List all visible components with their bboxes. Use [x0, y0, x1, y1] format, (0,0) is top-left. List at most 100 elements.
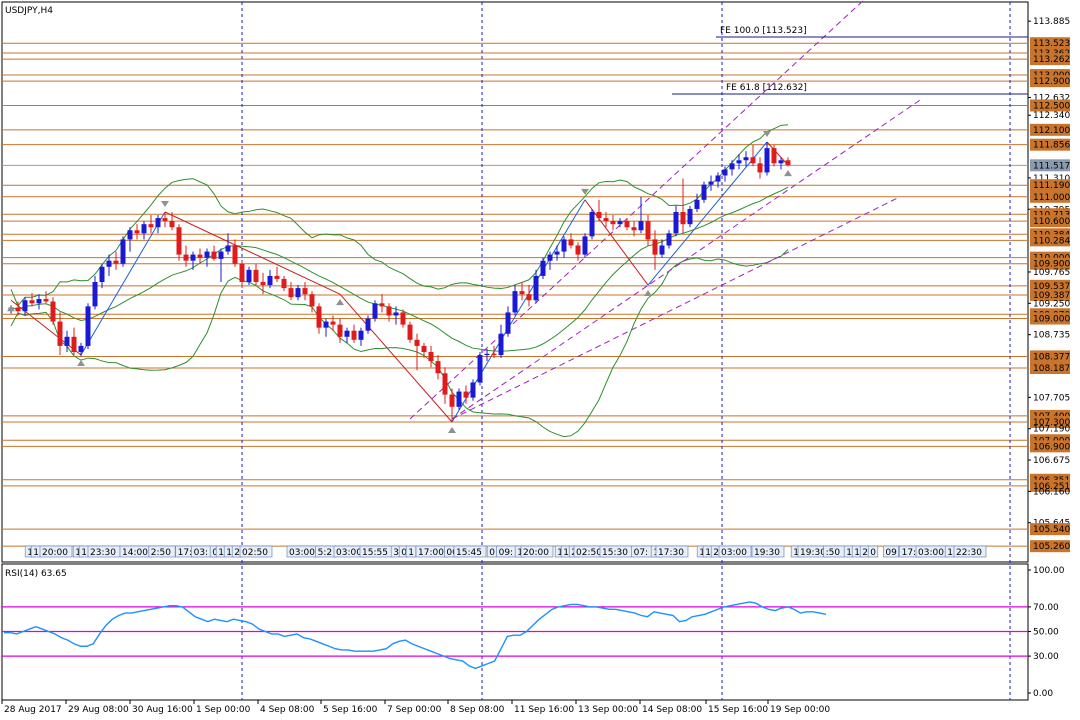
price-axis-label: 113.523: [1033, 39, 1070, 49]
session-tag: [718, 545, 752, 558]
session-tag-label: 22:30: [956, 548, 982, 558]
session-tag-label: 1: [793, 548, 799, 558]
session-tag-label: 00: [446, 548, 458, 558]
session-tag-label: 17:30: [658, 548, 684, 558]
candle-body: [568, 239, 574, 246]
candle-body: [386, 306, 392, 316]
session-tag-label: 03:00: [918, 548, 944, 558]
candle-body: [78, 345, 84, 352]
session-tag-label: 2: [713, 548, 719, 558]
price-axis-label: 109.000: [1033, 315, 1070, 325]
candle-body: [99, 266, 105, 282]
price-tag-box: [1030, 312, 1070, 325]
candle-body: [43, 299, 49, 302]
time-axis-label: 28 Aug 2017: [4, 705, 62, 715]
price-axis-label: 107.300: [1033, 418, 1070, 428]
horizontal-levels: [2, 42, 1028, 547]
bollinger-upper: [10, 124, 789, 307]
zigzag-segment: [647, 141, 768, 286]
fractal-arrow: [7, 305, 15, 312]
candle-body: [491, 353, 497, 356]
price-tag-box: [1030, 37, 1070, 50]
time-axis-label: 15 Sep 16:00: [708, 705, 768, 715]
rsi-axis-label: 0.00: [1033, 689, 1053, 699]
price-axis-label: 109.250: [1033, 299, 1070, 309]
bollinger-middle: [10, 186, 789, 352]
session-tag-label: 0: [212, 548, 218, 558]
candle-body: [267, 275, 273, 286]
candle-body: [64, 336, 70, 346]
period-separators: [241, 2, 1011, 700]
session-tag: [520, 545, 554, 558]
candle-body: [225, 245, 231, 252]
session-tag-label: 1: [699, 548, 705, 558]
candle-body: [169, 221, 175, 228]
candle-body: [183, 254, 189, 261]
price-axis-label: 109.537: [1033, 282, 1070, 292]
session-tag-label: 5:2: [318, 548, 332, 558]
candle-body: [281, 278, 287, 289]
session-tag-label: 09:: [499, 548, 513, 558]
price-axis-label: 110.284: [1033, 236, 1070, 246]
candle-body: [190, 254, 196, 261]
session-tag-label: 17:: [178, 548, 192, 558]
session-tag-label: 03:00: [289, 548, 315, 558]
price-axis-label: 112.100: [1033, 126, 1070, 136]
session-tag-label: 02:50: [242, 548, 268, 558]
candle-body: [463, 391, 469, 398]
rsi-axis-label: 50.00: [1033, 628, 1059, 638]
price-axis-label: 106.251: [1033, 482, 1070, 492]
time-axis-label: 7 Sep 00:00: [387, 705, 442, 715]
candle-body: [449, 394, 455, 407]
price-axis-label: 108.187: [1033, 364, 1070, 374]
price-tag-box: [1030, 416, 1070, 428]
time-axis: 28 Aug 2017 29 Aug 08:00 30 Aug 16:00 1 Sep…: [1, 700, 830, 715]
price-tag-box: [1030, 159, 1070, 172]
session-tag-label: 17:00: [418, 548, 444, 558]
channel-lower: [451, 196, 901, 420]
session-tag-label: 1: [947, 548, 953, 558]
candle-body: [407, 324, 413, 340]
candle-body: [302, 288, 308, 295]
candle-body: [757, 163, 763, 173]
candle-body: [316, 306, 322, 328]
candle-body: [596, 212, 602, 219]
candle-body: [778, 160, 784, 164]
session-tag-label: 1: [27, 548, 33, 558]
session-tag-label: 3: [393, 548, 399, 558]
candle-body: [638, 221, 644, 231]
time-axis-label: 11 Sep 16:00: [514, 705, 574, 715]
candle-body: [323, 321, 329, 328]
session-tag-label: 1: [846, 548, 852, 558]
candle-body: [155, 218, 161, 228]
price-axis-label: 106.900: [1033, 442, 1070, 452]
candle-body: [652, 239, 658, 255]
price-tag-box: [1030, 99, 1070, 112]
candle-body: [624, 221, 630, 228]
candle-body: [561, 239, 567, 252]
candles: [8, 142, 791, 422]
candle-body: [239, 263, 245, 282]
session-tag: [953, 545, 987, 558]
candle-body: [337, 324, 343, 337]
zigzag-segment: [339, 293, 453, 423]
price-axis-label: 111.000: [1033, 193, 1070, 203]
session-tag-label: 1: [705, 548, 711, 558]
candle-body: [589, 212, 595, 237]
candle-body: [141, 224, 147, 234]
candle-body: [701, 184, 707, 200]
session-tag-label: 2: [862, 548, 868, 558]
session-tag-label: 19:30: [754, 548, 780, 558]
price-tag-box: [1030, 190, 1070, 203]
candle-body: [631, 227, 637, 231]
candle-body: [435, 361, 441, 374]
price-axis-label: 111.190: [1033, 181, 1070, 191]
session-tag: [883, 545, 899, 558]
session-tag-label: 2:50: [151, 548, 171, 558]
session-tag-label: 15:45: [456, 548, 482, 558]
session-tags: 1 1 20:00 1 1 23:30 14:00 2:50 17: 03: 0 1 1 2 02:50 03…: [24, 545, 987, 558]
session-tag-label: 07:: [634, 548, 648, 558]
price-tag-box: [1030, 53, 1070, 66]
candle-body: [50, 301, 56, 322]
price-pane: [1, 1, 1029, 563]
